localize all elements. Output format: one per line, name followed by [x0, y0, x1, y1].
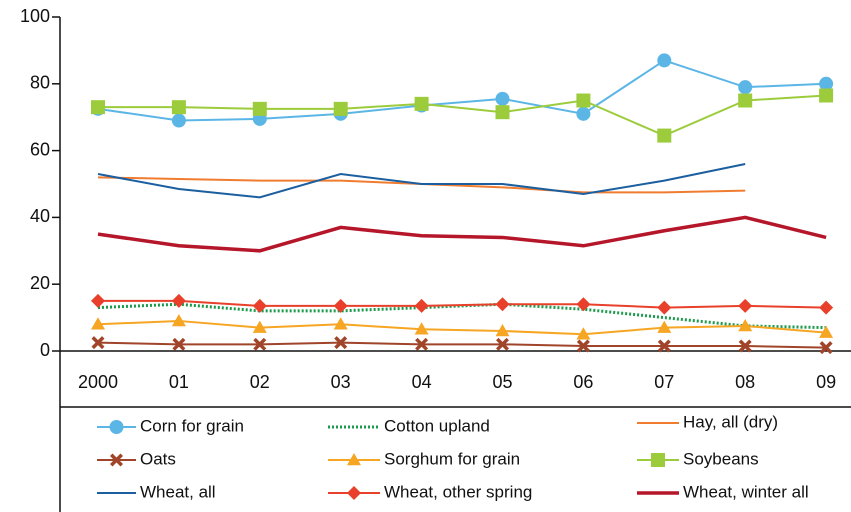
marker	[576, 327, 591, 340]
marker	[91, 336, 105, 350]
marker	[414, 298, 429, 313]
marker	[171, 113, 186, 128]
legend-marker	[110, 453, 123, 467]
marker	[171, 313, 186, 327]
marker	[657, 320, 672, 333]
legend-label: Cotton upland	[384, 416, 490, 435]
marker	[252, 320, 267, 333]
marker	[576, 297, 591, 312]
legend-label: Sorghum for grain	[384, 449, 520, 468]
marker	[495, 297, 510, 312]
x-tick-label: 09	[816, 372, 836, 392]
marker	[738, 339, 752, 353]
legend-label: Wheat, winter all	[683, 482, 809, 501]
marker	[91, 100, 105, 115]
legend-label: Wheat, other spring	[384, 482, 532, 501]
legend-label: Wheat, all	[140, 482, 216, 501]
y-tick-label: 0	[40, 340, 50, 360]
x-tick-label: 05	[492, 372, 512, 392]
marker	[252, 298, 267, 313]
series-line	[97, 162, 746, 199]
x-tick-label: 2000	[78, 372, 118, 392]
y-tick-label: 60	[30, 139, 50, 159]
marker	[819, 325, 834, 338]
legend-label: Hay, all (dry)	[683, 412, 778, 431]
marker	[495, 105, 510, 120]
y-tick-label: 40	[30, 206, 50, 226]
legend-marker	[347, 486, 361, 500]
marker	[172, 337, 186, 351]
marker	[171, 100, 186, 115]
marker	[333, 317, 348, 330]
y-tick-label: 80	[30, 73, 50, 93]
x-tick-label: 01	[169, 372, 189, 392]
x-tick-label: 03	[331, 372, 351, 392]
marker	[333, 101, 348, 116]
marker	[91, 317, 105, 330]
legend-label: Corn for grain	[140, 416, 244, 435]
marker	[171, 293, 186, 308]
marker	[738, 80, 753, 95]
marker	[738, 298, 753, 313]
marker	[819, 341, 833, 355]
y-tick-label: 100	[20, 6, 50, 26]
marker	[91, 293, 105, 308]
series-line	[97, 59, 827, 122]
marker	[253, 337, 267, 351]
legend-marker	[651, 453, 665, 467]
marker	[819, 88, 834, 103]
marker	[252, 101, 267, 116]
marker	[657, 53, 672, 68]
marker	[495, 323, 510, 337]
marker	[334, 336, 348, 350]
marker	[657, 339, 671, 353]
series-line	[98, 94, 827, 137]
marker	[819, 76, 834, 91]
x-tick-label: 08	[735, 372, 755, 392]
series-line	[97, 215, 827, 253]
marker	[819, 300, 834, 315]
x-tick-label: 06	[573, 372, 593, 392]
marker	[576, 106, 591, 121]
x-tick-label: 07	[654, 372, 674, 392]
series-line	[97, 319, 827, 336]
marker	[414, 322, 429, 335]
marker	[414, 96, 429, 111]
marker	[738, 93, 753, 108]
series-line	[98, 299, 827, 309]
marker	[496, 337, 509, 351]
legend-label: Oats	[140, 449, 176, 468]
legend-marker	[109, 420, 124, 434]
marker	[576, 93, 591, 108]
marker	[657, 300, 672, 315]
y-tick-label: 20	[30, 273, 50, 293]
marker	[333, 298, 348, 313]
marker	[415, 337, 429, 351]
legend-marker	[347, 453, 361, 466]
marker	[495, 91, 510, 106]
marker	[576, 339, 590, 353]
marker	[738, 318, 753, 332]
legend-label: Soybeans	[683, 449, 759, 468]
series-line	[97, 341, 827, 349]
x-tick-label: 02	[250, 372, 270, 392]
marker	[657, 128, 672, 143]
x-tick-label: 04	[412, 372, 432, 392]
